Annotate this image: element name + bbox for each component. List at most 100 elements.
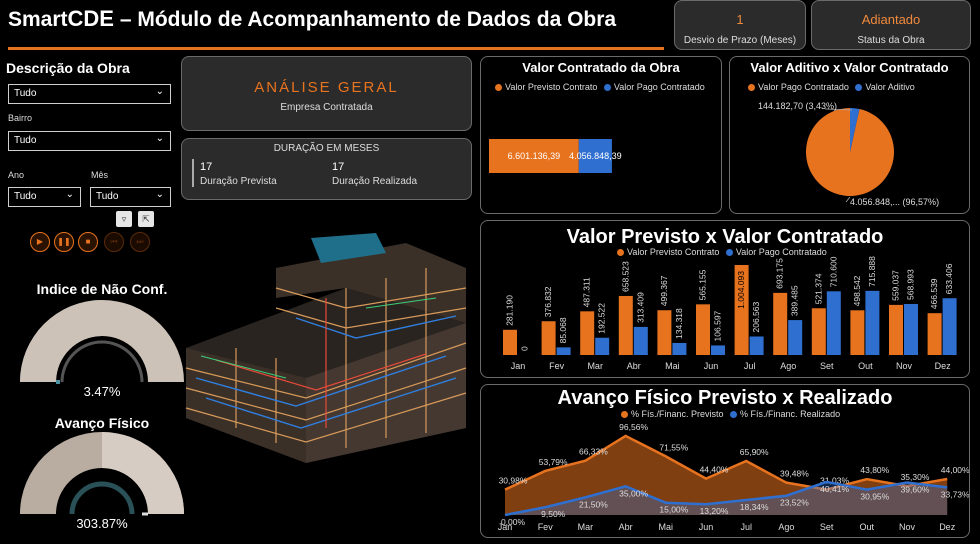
bar-pago-fev xyxy=(556,347,571,355)
data-label: 389.485 xyxy=(790,285,800,316)
stop-icon[interactable]: ■ xyxy=(78,232,98,252)
valor-mensal-panel: Valor Previsto x Valor Contratado Valor … xyxy=(480,220,970,378)
bar-previsto-set xyxy=(811,308,826,355)
valor-contratado-legend: Valor Previsto Contrato Valor Pago Contr… xyxy=(495,82,705,92)
filter-icon[interactable]: ▿ xyxy=(116,211,132,227)
duracao-card: DURAÇÃO EM MESES 17 Duração Prevista 17 … xyxy=(181,138,472,200)
analise-geral-subheading: Empresa Contratada xyxy=(280,102,373,113)
valor-aditivo-title: Valor Aditivo x Valor Contratado xyxy=(750,60,949,75)
data-label: 44,00% xyxy=(941,465,969,475)
legend-item: Valor Pago Contratado xyxy=(735,247,827,257)
duracao-prevista-value: 17 xyxy=(200,161,213,173)
bairro-dropdown[interactable]: Tudo ⌄ xyxy=(8,131,171,151)
mes-dropdown[interactable]: Tudo ⌄ xyxy=(90,187,171,207)
pause-icon[interactable]: ❚❚ xyxy=(54,232,74,252)
data-label: 39,48% xyxy=(780,469,809,479)
next-icon[interactable]: ⏭ xyxy=(130,232,150,252)
bairro-label: Bairro xyxy=(8,113,33,123)
data-label: 96,56% xyxy=(619,422,648,432)
previous-icon[interactable]: ⏮ xyxy=(104,232,124,252)
data-label: 206.563 xyxy=(751,301,761,332)
gauge-nao-conf-title: Indice de Não Conf. xyxy=(36,281,168,297)
descricao-dropdown[interactable]: Tudo ⌄ xyxy=(8,84,171,104)
valor-aditivo-chart: 144.182,70 (3,43%) 4.056.848,... (96,57%) xyxy=(758,101,939,207)
bar-previsto-jul xyxy=(734,265,749,355)
legend-item: Valor Pago Contratado xyxy=(613,82,705,92)
x-tick-label: Nov xyxy=(896,361,913,371)
pie-label-large: 4.056.848,... (96,57%) xyxy=(850,197,939,207)
x-tick-label: Dez xyxy=(935,361,952,371)
gauge-nao-conf-band xyxy=(20,300,102,382)
x-tick-label: Out xyxy=(860,522,875,532)
gauge-avanco-value: 303.87% xyxy=(76,516,128,531)
kpi-desvio-prazo-value: 1 xyxy=(736,12,744,27)
x-tick-label: Jan xyxy=(498,522,513,532)
data-label: 85.068 xyxy=(558,317,568,343)
legend-item: Valor Previsto Contrato xyxy=(505,82,598,92)
data-label: 693.175 xyxy=(775,258,785,289)
bar-pago-set xyxy=(826,291,841,355)
bar-previsto-mar xyxy=(580,311,595,355)
data-label: 21,50% xyxy=(579,499,608,509)
data-label: 313.409 xyxy=(635,292,645,323)
duracao-realizada-label: Duração Realizada xyxy=(332,176,418,187)
x-tick-label: Jul xyxy=(744,361,756,371)
line-realizado xyxy=(504,480,948,517)
data-label: 43,80% xyxy=(860,465,889,475)
data-label: 1.004.093 xyxy=(736,271,746,309)
focus-icon[interactable]: ⇱ xyxy=(138,211,154,227)
data-label: 0 xyxy=(520,346,530,351)
bar-previsto-fev xyxy=(541,321,556,355)
data-label: 134.318 xyxy=(674,308,684,339)
data-label: 33,73% xyxy=(941,489,969,499)
chevron-down-icon: ⌄ xyxy=(65,189,74,200)
bar-pago-out xyxy=(865,290,880,355)
data-label: 715.888 xyxy=(867,256,877,287)
analise-geral-card: ANÁLISE GERAL Empresa Contratada xyxy=(181,56,472,131)
bar-pago-abr xyxy=(633,326,648,355)
x-tick-label: Mai xyxy=(665,361,680,371)
bar-valor-pago xyxy=(578,139,612,173)
gauge-avanco xyxy=(20,432,184,516)
avanco-fisico-chart: 30,98% 53,79% 66,33% 96,56% 71,55% 44,40% 65,9… xyxy=(498,422,969,532)
data-label: 13,20% xyxy=(700,506,729,516)
bar-previsto-nov xyxy=(889,304,903,355)
kpi-status-obra: Adiantado Status da Obra xyxy=(811,0,971,50)
play-icon[interactable]: ▶ xyxy=(30,232,50,252)
data-label: 192.522 xyxy=(597,303,607,334)
gauge-nao-conf-value: 3.47% xyxy=(83,384,121,399)
bar-label: 6.601.136,39 xyxy=(508,151,561,161)
x-tick-label: Jun xyxy=(699,522,714,532)
gauge-avanco-band xyxy=(102,432,184,514)
x-tick-label: Jul xyxy=(740,522,752,532)
data-label: 106.597 xyxy=(713,310,723,341)
kpi-status-obra-label: Status da Obra xyxy=(857,35,925,46)
duracao-divider xyxy=(192,159,194,187)
data-label: 376.832 xyxy=(543,286,553,317)
data-label: 658.523 xyxy=(620,261,630,292)
data-label: 466.539 xyxy=(929,278,939,309)
x-tick-label: Set xyxy=(820,361,834,371)
pie-label-small: 144.182,70 (3,43%) xyxy=(758,101,837,111)
mes-label: Mês xyxy=(91,170,109,180)
mes-dropdown-value: Tudo xyxy=(96,191,119,202)
data-label: 44,40% xyxy=(700,465,729,475)
gauge-nao-conf xyxy=(20,300,184,384)
bar-pago-dez xyxy=(942,298,957,355)
bim-building-model xyxy=(185,233,467,463)
data-label: 9,50% xyxy=(541,509,566,519)
x-tick-label: Out xyxy=(858,361,873,371)
data-label: 633.406 xyxy=(944,263,954,294)
valor-aditivo-legend: Valor Pago Contratado Valor Aditivo xyxy=(748,82,915,92)
data-label: 23,52% xyxy=(780,498,809,508)
gauge-nao-conf-inner-ring xyxy=(60,340,144,383)
bar-previsto-out xyxy=(850,310,865,355)
avanco-fisico-legend: % Fís./Financ. Previsto % Fís./Financ. R… xyxy=(621,409,840,419)
ano-dropdown[interactable]: Tudo ⌄ xyxy=(8,187,81,207)
data-label: 39,60% xyxy=(901,485,930,495)
x-tick-label: Mar xyxy=(587,361,603,371)
kpi-status-obra-value: Adiantado xyxy=(861,12,921,27)
duracao-prevista-label: Duração Prevista xyxy=(200,176,277,187)
ano-label: Ano xyxy=(8,170,25,180)
bar-previsto-dez xyxy=(927,313,942,355)
